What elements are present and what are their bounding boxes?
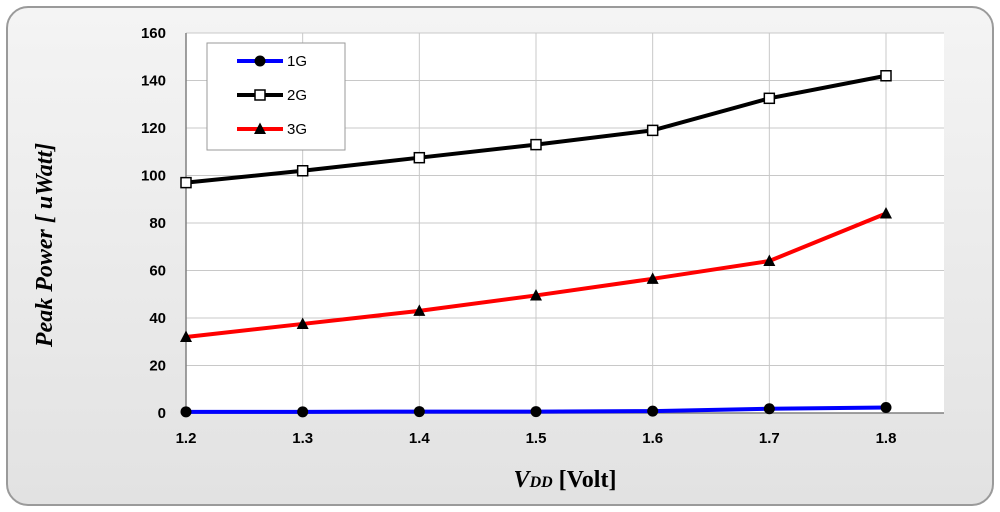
x-axis-label-main: V <box>514 467 532 493</box>
legend-label-2G: 2G <box>287 87 307 104</box>
y-tick-label: 80 <box>149 215 166 232</box>
data-point-1G <box>413 406 425 418</box>
x-tick-label: 1.8 <box>876 430 897 447</box>
data-point-3G <box>413 304 426 316</box>
data-point-1G <box>180 406 192 418</box>
x-tick-label: 1.5 <box>526 430 547 447</box>
legend-marker-3G <box>254 122 266 134</box>
data-point-3G <box>296 317 309 329</box>
data-point-3G <box>880 207 892 219</box>
data-point-1G <box>647 405 659 417</box>
legend-marker-2G <box>254 89 266 101</box>
legend-label-1G: 1G <box>287 53 307 70</box>
series-1G <box>180 402 892 418</box>
legend: 1G 2G 3G <box>206 42 346 151</box>
series-3G <box>180 207 892 342</box>
data-point-1G <box>530 406 542 418</box>
y-tick-label: 100 <box>141 168 166 185</box>
legend-label-3G: 3G <box>287 121 307 138</box>
x-tick-label: 1.7 <box>759 430 780 447</box>
x-axis-label: VDD [Volt] <box>514 467 617 493</box>
data-point-2G <box>413 151 426 164</box>
y-tick-label: 0 <box>158 405 166 422</box>
x-tick-label: 1.6 <box>642 430 663 447</box>
y-tick-label: 140 <box>141 73 166 90</box>
data-point-2G <box>646 124 659 137</box>
data-point-3G <box>180 330 192 342</box>
data-point-1G <box>763 403 775 415</box>
y-tick-label: 20 <box>149 358 166 375</box>
legend-marker-1G <box>254 55 266 67</box>
data-point-1G <box>880 402 892 414</box>
x-tick-label: 1.3 <box>292 430 313 447</box>
y-tick-label: 60 <box>149 263 166 280</box>
data-point-3G <box>530 288 542 301</box>
y-tick-label: 40 <box>149 310 166 327</box>
data-point-2G <box>880 70 892 82</box>
y-tick-label: 160 <box>141 25 166 42</box>
x-axis-label-subscript: DD <box>529 474 554 491</box>
data-point-3G <box>763 254 776 266</box>
data-point-2G <box>763 92 776 105</box>
x-axis-label-unit: [Volt] <box>553 467 617 493</box>
x-tick-labels: 1.2 1.3 1.4 1.5 1.6 1.7 1.8 <box>176 430 897 447</box>
y-tick-labels: 0 20 40 60 80 100 120 140 160 <box>141 25 166 422</box>
series-group <box>180 70 892 418</box>
series-2G <box>180 70 892 189</box>
data-point-2G <box>530 138 542 151</box>
x-tick-label: 1.4 <box>409 430 431 447</box>
data-point-1G <box>297 406 309 418</box>
data-point-2G <box>296 165 309 177</box>
data-point-3G <box>646 272 659 284</box>
x-tick-label: 1.2 <box>176 430 197 447</box>
y-tick-label: 120 <box>141 120 166 137</box>
data-point-2G <box>180 176 192 189</box>
y-axis-label: Peak Power [ uWatt] <box>32 143 58 348</box>
